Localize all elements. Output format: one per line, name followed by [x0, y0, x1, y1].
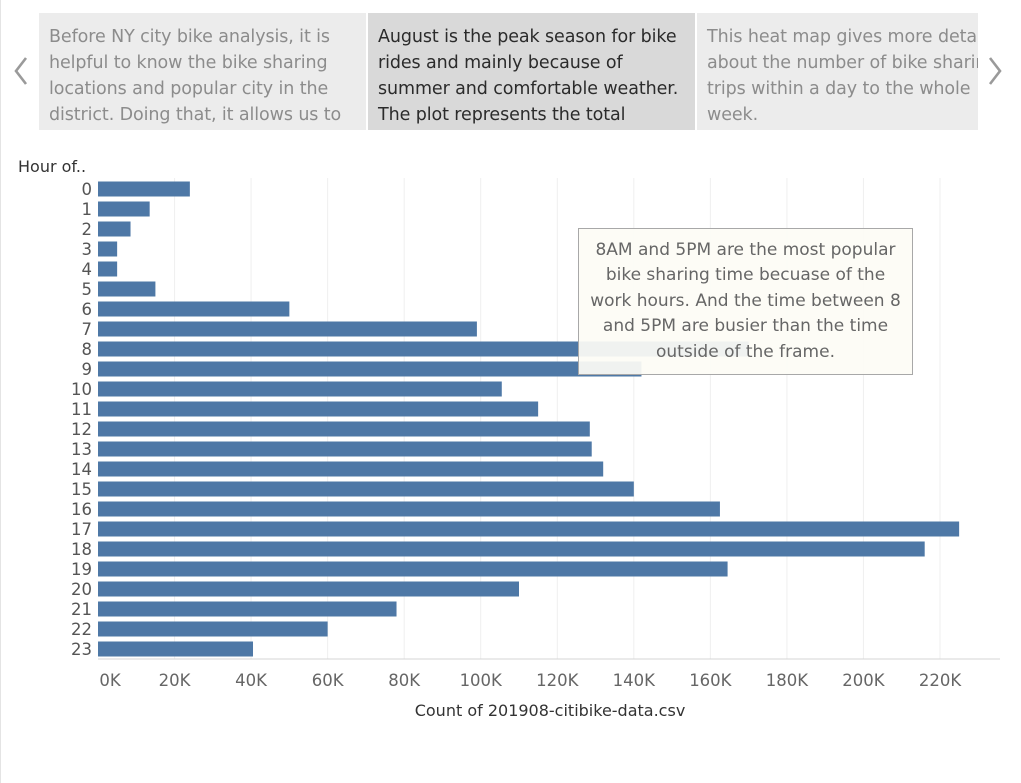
x-tick-label: 60K [312, 671, 345, 690]
bars [98, 181, 960, 657]
y-tick-label[interactable]: 19 [71, 560, 92, 579]
chevron-right-icon[interactable] [986, 54, 1004, 88]
y-tick-label[interactable]: 8 [82, 340, 93, 359]
y-tick-label[interactable]: 14 [71, 460, 92, 479]
y-tick-label[interactable]: 6 [82, 300, 93, 319]
y-tick-label[interactable]: 17 [71, 520, 92, 539]
x-tick-label: 140K [613, 671, 656, 690]
y-tick-label[interactable]: 18 [71, 540, 92, 559]
y-tick-label[interactable]: 7 [82, 320, 93, 339]
y-tick-label[interactable]: 16 [71, 500, 92, 519]
bar-hour-15[interactable] [98, 481, 634, 497]
y-tick-label[interactable]: 15 [71, 480, 92, 499]
story-navigator: Before NY city bike analysis, it is help… [0, 0, 1021, 140]
y-tick-label[interactable]: 12 [71, 420, 92, 439]
y-tick-label[interactable]: 10 [71, 380, 92, 399]
story-point-caption: August is the peak season for bike rides… [378, 27, 679, 125]
bar-hour-1[interactable] [98, 201, 150, 217]
bar-hour-0[interactable] [98, 181, 190, 197]
bar-hour-11[interactable] [98, 401, 539, 417]
bar-hour-6[interactable] [98, 301, 290, 317]
x-tick-label: 80K [388, 671, 421, 690]
bar-hour-22[interactable] [98, 621, 328, 637]
story-point-3[interactable]: This heat map gives more detail about th… [697, 13, 978, 130]
story-point-1[interactable]: Before NY city bike analysis, it is help… [39, 13, 366, 130]
x-tick-label: 20K [159, 671, 192, 690]
bar-hour-10[interactable] [98, 381, 502, 397]
y-tick-label[interactable]: 9 [82, 360, 93, 379]
x-tick-label: 200K [842, 671, 885, 690]
y-tick-label[interactable]: 23 [71, 640, 92, 659]
bar-hour-4[interactable] [98, 261, 118, 277]
y-tick-label[interactable]: 20 [71, 580, 92, 599]
y-tick-label[interactable]: 3 [82, 240, 93, 259]
bar-hour-21[interactable] [98, 601, 397, 617]
x-tick-label: 0K [99, 671, 121, 690]
bar-hour-2[interactable] [98, 221, 131, 237]
bar-hour-14[interactable] [98, 461, 604, 477]
x-tick-label: 220K [919, 671, 962, 690]
bar-hour-5[interactable] [98, 281, 156, 297]
y-axis-field-label[interactable]: Hour of.. [18, 157, 87, 176]
bar-hour-18[interactable] [98, 541, 925, 557]
y-tick-label[interactable]: 22 [71, 620, 92, 639]
bar-hour-23[interactable] [98, 641, 254, 657]
left-border [0, 0, 1, 783]
bar-hour-16[interactable] [98, 501, 720, 517]
y-tick-label[interactable]: 1 [82, 200, 93, 219]
y-tick-label[interactable]: 4 [82, 260, 93, 279]
y-tick-label[interactable]: 2 [82, 220, 93, 239]
bar-hour-9[interactable] [98, 361, 642, 377]
bar-hour-3[interactable] [98, 241, 118, 257]
x-axis-tick-labels: 0K 20K 40K 60K 80K 100K 120K 140K 160K 180K 200K 22… [99, 671, 962, 690]
chart-annotation[interactable]: 8AM and 5PM are the most popular bike sh… [578, 228, 913, 375]
story-point-2[interactable]: August is the peak season for bike rides… [368, 13, 695, 130]
y-tick-label[interactable]: 0 [82, 180, 93, 199]
y-tick-label[interactable]: 13 [71, 440, 92, 459]
y-tick-label[interactable]: 21 [71, 600, 92, 619]
bar-hour-13[interactable] [98, 441, 592, 457]
y-tick-label[interactable]: 5 [82, 280, 93, 299]
story-point-caption: Before NY city bike analysis, it is help… [49, 27, 342, 125]
x-tick-label: 180K [766, 671, 809, 690]
bar-hour-19[interactable] [98, 561, 728, 577]
bar-hour-17[interactable] [98, 521, 960, 537]
chevron-left-icon[interactable] [12, 54, 30, 88]
x-axis-title[interactable]: Count of 201908-citibike-data.csv [414, 701, 686, 720]
bar-hour-12[interactable] [98, 421, 590, 437]
x-tick-label: 120K [536, 671, 579, 690]
bar-hour-20[interactable] [98, 581, 519, 597]
bar-hour-7[interactable] [98, 321, 477, 337]
y-tick-label[interactable]: 11 [71, 400, 92, 419]
x-tick-label: 100K [460, 671, 503, 690]
story-point-caption: This heat map gives more detail about th… [707, 27, 978, 125]
x-tick-label: 160K [689, 671, 732, 690]
x-tick-label: 40K [235, 671, 268, 690]
annotation-text: 8AM and 5PM are the most popular bike sh… [590, 240, 901, 362]
